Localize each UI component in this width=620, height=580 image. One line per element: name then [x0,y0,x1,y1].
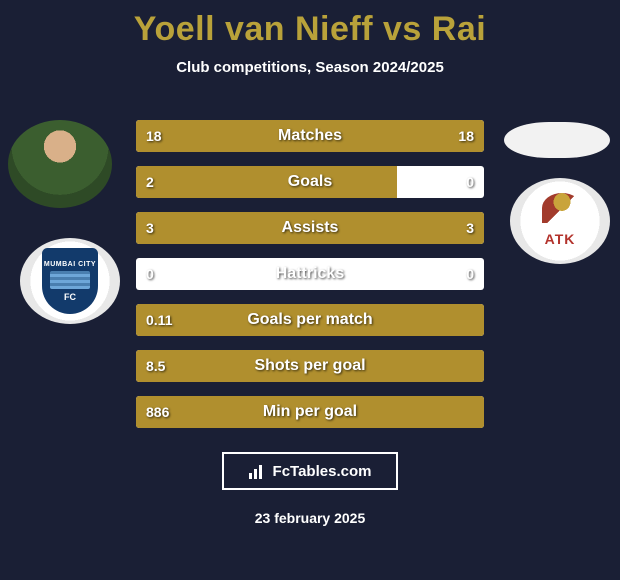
stat-row: Assists3 3 [136,212,484,244]
stat-label: Hattricks [136,258,484,290]
p1-club-bot: FC [64,292,76,302]
stat-left-value: 8.5 [146,350,165,382]
stat-right-value: 3 [466,212,474,244]
stat-right-value: 0 [466,166,474,198]
stat-label: Goals [136,166,484,198]
stat-right-value: 18 [458,120,474,152]
stat-left-value: 2 [146,166,154,198]
date-text: 23 february 2025 [0,510,620,526]
stat-row: Goals2 0 [136,166,484,198]
stats-panel: Matches1818Goals20Assists33Hattricks00Go… [136,120,484,442]
bar-chart-icon [249,463,267,479]
stat-left-value: 0.11 [146,304,172,336]
stat-label: Goals per match [136,304,484,336]
stat-label: Matches [136,120,484,152]
p2-club-eagle-icon [542,193,582,223]
watermark: FcTables.com [222,452,398,490]
player2-club-badge: ATK [510,178,610,264]
stat-left-value: 0 [146,258,154,290]
stat-row: Min per goal886 [136,396,484,428]
player1-club-badge: MUMBAI CITY FC [20,238,120,324]
page-title: Yoell van Nieff vs Rai [0,0,620,49]
stat-left-value: 3 [146,212,154,244]
stat-label: Min per goal [136,396,484,428]
p1-club-waves-icon [50,271,90,289]
player2-photo [504,122,610,158]
stat-right-value: 0 [466,258,474,290]
stat-left-value: 886 [146,396,169,428]
stat-label: Shots per goal [136,350,484,382]
watermark-text: FcTables.com [273,463,372,480]
p2-club-text: ATK [532,231,588,247]
page-subtitle: Club competitions, Season 2024/2025 [0,59,620,76]
p1-club-top: MUMBAI CITY [44,261,96,268]
stat-left-value: 18 [146,120,162,152]
stat-label: Assists [136,212,484,244]
stat-row: Matches18 18 [136,120,484,152]
stat-row: Shots per goal8.5 [136,350,484,382]
stat-row: Hattricks0 0 [136,258,484,290]
stat-row: Goals per match0.11 [136,304,484,336]
player1-photo [8,120,112,208]
